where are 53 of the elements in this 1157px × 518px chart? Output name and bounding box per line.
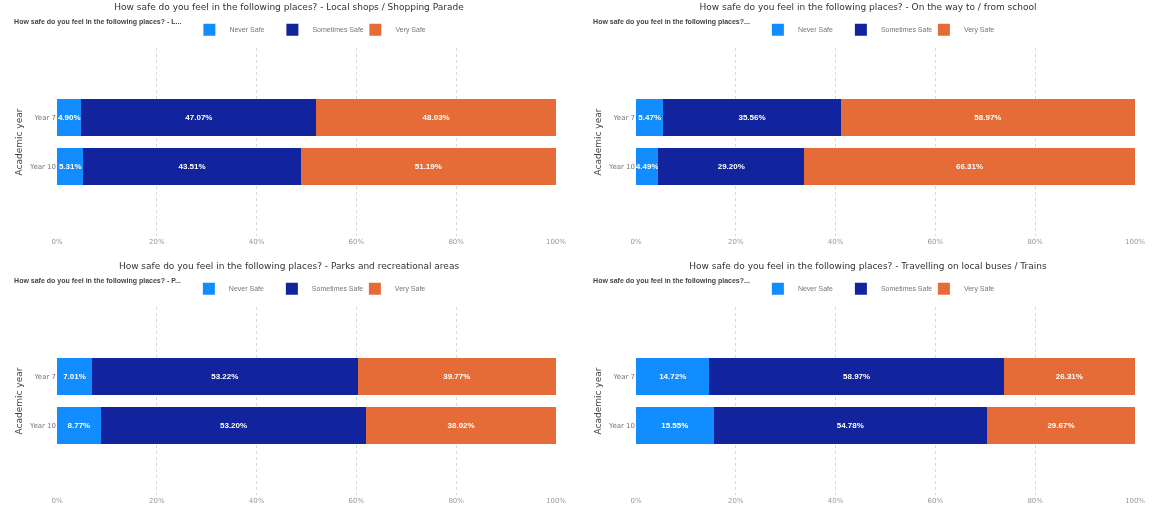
data-label: 48.03% (422, 112, 450, 122)
data-label: 8.77% (67, 421, 91, 431)
data-label: 29.67% (1047, 421, 1075, 431)
bar (709, 357, 1004, 395)
bar (316, 98, 556, 136)
bar (636, 357, 710, 395)
bar (57, 407, 101, 445)
data-label: 53.20% (219, 421, 248, 431)
bar (81, 98, 317, 136)
bar (300, 148, 556, 186)
bar (986, 407, 1135, 445)
data-label: 7.01% (63, 371, 86, 381)
data-label: 51.19% (414, 162, 442, 172)
chart-title: How safe do you feel in the following places? - Local shops / Shopping Parade (114, 2, 465, 13)
bar (840, 98, 1135, 136)
y-axis-title: Academic year (593, 108, 604, 176)
data-label: 58.97% (843, 371, 871, 381)
bar (57, 357, 92, 395)
data-label: 14.72% (659, 371, 687, 381)
y-axis-title: Academic year (14, 367, 25, 435)
bar (636, 407, 714, 445)
bar (663, 98, 841, 136)
chart-title: How safe do you feel in the following places? - On the way to / from school (699, 2, 1037, 13)
data-label: 5.31% (58, 162, 82, 172)
y-axis-title: Academic year (593, 367, 604, 435)
data-label: 54.78% (836, 421, 864, 431)
data-label: 26.31% (1055, 371, 1083, 381)
data-label: 5.47% (638, 112, 661, 122)
bar (713, 407, 987, 445)
data-label: 39.77% (443, 371, 471, 381)
data-label: 15.55% (661, 421, 689, 431)
data-label: 35.56% (738, 112, 766, 122)
chart-title: How safe do you feel in the following places? - Travelling on local buses / Trains (689, 261, 1047, 272)
data-label: 53.22% (211, 371, 239, 381)
bar (1003, 357, 1135, 395)
data-label: 58.97% (974, 112, 1002, 122)
data-label: 4.49% (635, 162, 659, 172)
bar (636, 98, 664, 136)
data-label: 66.31% (955, 162, 984, 172)
bar (658, 148, 805, 186)
data-label: 47.07% (185, 112, 213, 122)
data-label: 4.90% (57, 112, 81, 122)
bar (100, 407, 367, 445)
bar (366, 407, 556, 445)
data-label: 29.20% (717, 162, 745, 172)
data-label: 38.02% (447, 421, 475, 431)
bar (91, 357, 358, 395)
chart-title: How safe do you feel in the following places? - Parks and recreational areas (118, 261, 460, 272)
y-axis-title: Academic year (14, 108, 25, 176)
data-label: 43.51% (178, 162, 206, 172)
bar (357, 357, 556, 395)
bar (804, 148, 1135, 186)
bar (83, 148, 301, 186)
